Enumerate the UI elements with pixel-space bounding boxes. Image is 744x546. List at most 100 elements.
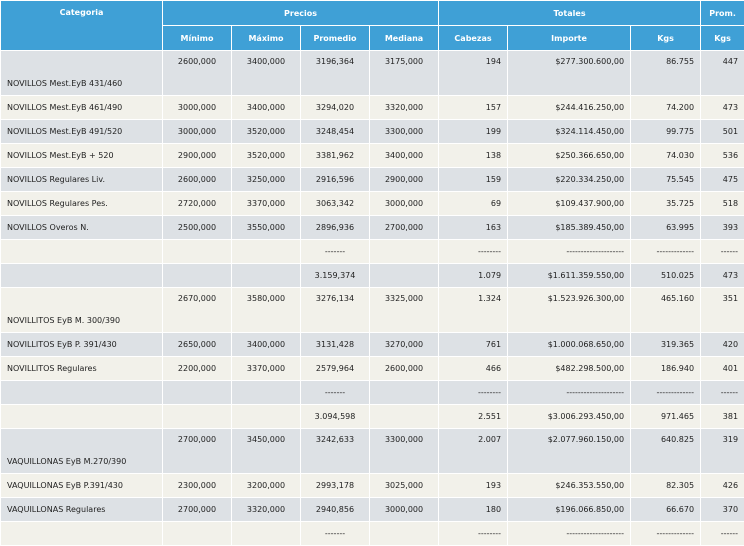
header-kgs: Kgs bbox=[631, 26, 701, 51]
cell-mediana bbox=[370, 405, 439, 429]
cell-prom-kgs: ------ bbox=[701, 381, 744, 405]
cell-cabezas: 180 bbox=[439, 498, 508, 522]
cell-prom-kgs: 351 bbox=[701, 288, 744, 333]
cell-mediana: 3000,000 bbox=[370, 192, 439, 216]
cell-importe: $109.437.900,00 bbox=[508, 192, 631, 216]
header-totales: Totales bbox=[439, 1, 701, 26]
cell-minimo bbox=[163, 405, 232, 429]
cell-promedio: 2896,936 bbox=[301, 216, 370, 240]
cell-cabezas: 194 bbox=[439, 51, 508, 96]
cell-prom-kgs: 536 bbox=[701, 144, 744, 168]
cell-mediana bbox=[370, 381, 439, 405]
cell-importe: $2.077.960.150,00 bbox=[508, 429, 631, 474]
cell-minimo: 2200,000 bbox=[163, 357, 232, 381]
cell-kgs: 640.825 bbox=[631, 429, 701, 474]
cell-kgs: 74.200 bbox=[631, 96, 701, 120]
cell-maximo: 3370,000 bbox=[232, 192, 301, 216]
cell-minimo: 2900,000 bbox=[163, 144, 232, 168]
cell-prom-kgs: 473 bbox=[701, 264, 744, 288]
cell-maximo: 3400,000 bbox=[232, 51, 301, 96]
cell-importe: -------------------- bbox=[508, 381, 631, 405]
cell-categoria: NOVILLOS Regulares Pes. bbox=[1, 192, 163, 216]
cell-categoria: VAQUILLONAS Regulares bbox=[1, 498, 163, 522]
cell-kgs: 186.940 bbox=[631, 357, 701, 381]
cell-cabezas: 157 bbox=[439, 96, 508, 120]
cell-promedio: 2916,596 bbox=[301, 168, 370, 192]
cell-categoria: NOVILLOS Overos N. bbox=[1, 216, 163, 240]
cell-minimo bbox=[163, 240, 232, 264]
cell-categoria: NOVILLOS Mest.EyB 461/490 bbox=[1, 96, 163, 120]
cell-maximo bbox=[232, 381, 301, 405]
cell-cabezas: 69 bbox=[439, 192, 508, 216]
cell-cabezas: -------- bbox=[439, 240, 508, 264]
cell-importe: $185.389.450,00 bbox=[508, 216, 631, 240]
cell-prom-kgs: 475 bbox=[701, 168, 744, 192]
header-maximo: Máximo bbox=[232, 26, 301, 51]
cell-minimo bbox=[163, 381, 232, 405]
cell-importe: $277.300.600,00 bbox=[508, 51, 631, 96]
cell-mediana: 2600,000 bbox=[370, 357, 439, 381]
cell-cabezas: 466 bbox=[439, 357, 508, 381]
cell-kgs: ------------- bbox=[631, 240, 701, 264]
cell-importe: $246.353.550,00 bbox=[508, 474, 631, 498]
header-row-groups: Categoria Precios Totales Prom. bbox=[1, 1, 744, 26]
table-row: ----------------------------------------… bbox=[1, 381, 744, 405]
cell-categoria bbox=[1, 381, 163, 405]
cell-mediana: 2900,000 bbox=[370, 168, 439, 192]
header-importe: Importe bbox=[508, 26, 631, 51]
cell-mediana: 3025,000 bbox=[370, 474, 439, 498]
cell-kgs: 465.160 bbox=[631, 288, 701, 333]
cell-minimo: 3000,000 bbox=[163, 96, 232, 120]
cell-prom-kgs: 518 bbox=[701, 192, 744, 216]
cell-importe: $1.523.926.300,00 bbox=[508, 288, 631, 333]
cell-maximo: 3550,000 bbox=[232, 216, 301, 240]
cell-categoria bbox=[1, 405, 163, 429]
cell-importe: $1.611.359.550,00 bbox=[508, 264, 631, 288]
cell-kgs: 99.775 bbox=[631, 120, 701, 144]
cell-importe: $3.006.293.450,00 bbox=[508, 405, 631, 429]
cell-minimo: 2700,000 bbox=[163, 429, 232, 474]
cell-categoria: VAQUILLONAS EyB M.270/390 bbox=[1, 429, 163, 474]
cell-kgs: 971.465 bbox=[631, 405, 701, 429]
cell-promedio: 2940,856 bbox=[301, 498, 370, 522]
cell-importe: $196.066.850,00 bbox=[508, 498, 631, 522]
cell-categoria: NOVILLITOS EyB P. 391/430 bbox=[1, 333, 163, 357]
cell-maximo: 3520,000 bbox=[232, 120, 301, 144]
table-row: ----------------------------------------… bbox=[1, 240, 744, 264]
cell-promedio: 3131,428 bbox=[301, 333, 370, 357]
cell-mediana: 3320,000 bbox=[370, 96, 439, 120]
cell-prom-kgs: 426 bbox=[701, 474, 744, 498]
cell-maximo: 3320,000 bbox=[232, 498, 301, 522]
cell-maximo: 3450,000 bbox=[232, 429, 301, 474]
cell-cabezas: 761 bbox=[439, 333, 508, 357]
header-promedio: Promedio bbox=[301, 26, 370, 51]
cell-maximo bbox=[232, 240, 301, 264]
cell-maximo: 3370,000 bbox=[232, 357, 301, 381]
cell-promedio: 3063,342 bbox=[301, 192, 370, 216]
cell-kgs: 82.305 bbox=[631, 474, 701, 498]
cell-mediana: 3175,000 bbox=[370, 51, 439, 96]
cell-categoria bbox=[1, 264, 163, 288]
cell-maximo: 3400,000 bbox=[232, 96, 301, 120]
cell-minimo: 2670,000 bbox=[163, 288, 232, 333]
cell-importe: $482.298.500,00 bbox=[508, 357, 631, 381]
cell-cabezas: 1.079 bbox=[439, 264, 508, 288]
cell-minimo: 2720,000 bbox=[163, 192, 232, 216]
cell-maximo: 3580,000 bbox=[232, 288, 301, 333]
cell-importe: $324.114.450,00 bbox=[508, 120, 631, 144]
cell-kgs: 319.365 bbox=[631, 333, 701, 357]
cell-categoria: NOVILLITOS EyB M. 300/390 bbox=[1, 288, 163, 333]
cell-prom-kgs: 401 bbox=[701, 357, 744, 381]
cell-mediana bbox=[370, 240, 439, 264]
cell-cabezas: 138 bbox=[439, 144, 508, 168]
cell-promedio: 3.159,374 bbox=[301, 264, 370, 288]
cell-importe: $250.366.650,00 bbox=[508, 144, 631, 168]
cell-promedio: 2993,178 bbox=[301, 474, 370, 498]
